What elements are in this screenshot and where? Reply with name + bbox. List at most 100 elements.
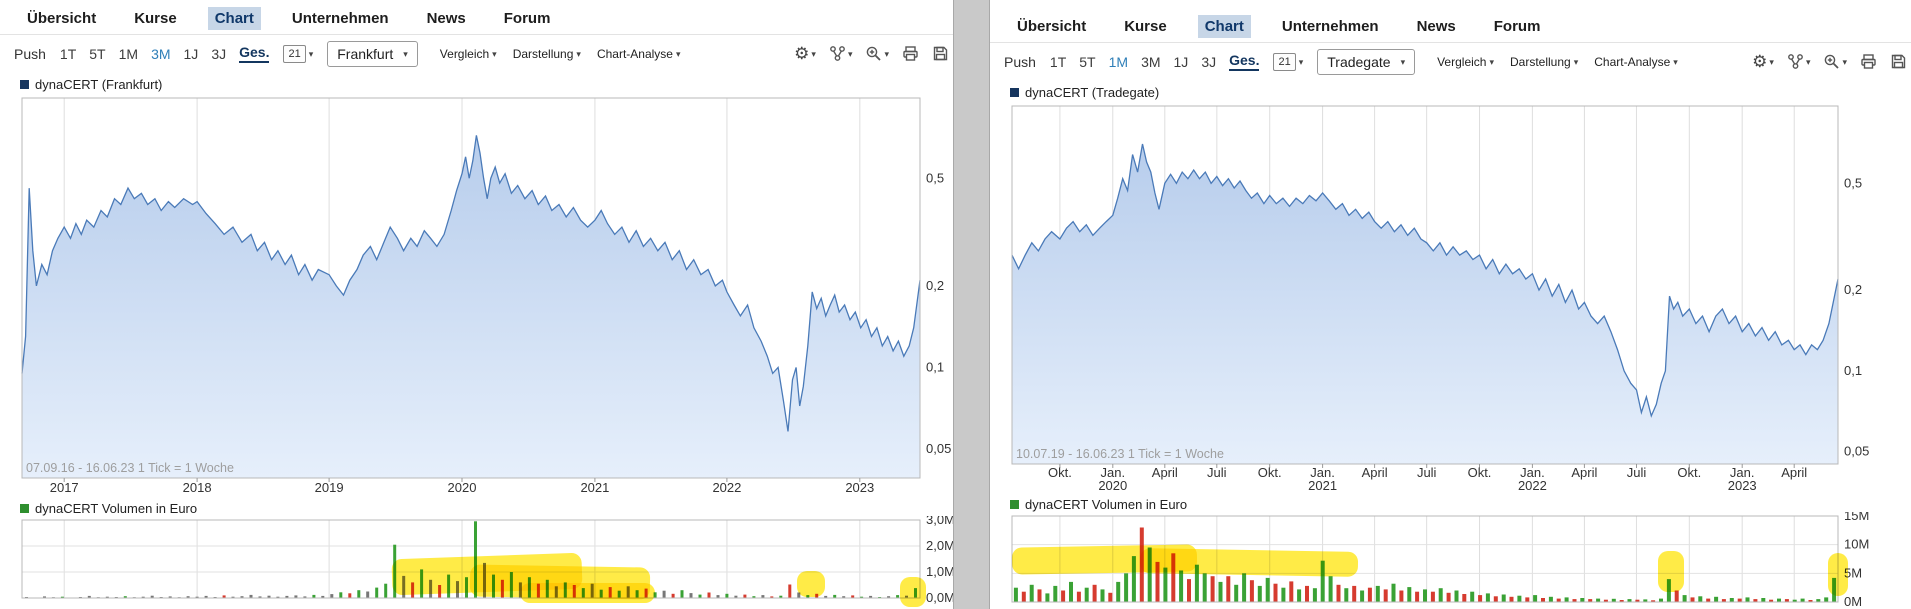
chart-watermark: 07.09.16 - 16.06.23 1 Tick = 1 Woche <box>26 461 234 475</box>
zoom-plus-button[interactable]: ▾ <box>1823 53 1847 70</box>
range-button-5t[interactable]: 5T <box>1079 53 1096 70</box>
volume-chart[interactable]: 3,0M 2,0M 1,0M 0,0M <box>0 516 953 609</box>
indicator-nodes-button[interactable]: ▾ <box>829 45 852 62</box>
settings-gear-button[interactable]: ⚙ ▾ <box>794 45 816 62</box>
range-button-1m[interactable]: 1M <box>118 45 139 62</box>
price-chart-title: dynaCERT (Tradegate) <box>1025 84 1160 100</box>
interval-selector[interactable]: 21 ▾ <box>1273 52 1304 71</box>
chart-panel-frankfurt: Übersicht Kurse Chart Unternehmen News Forum … <box>0 0 953 609</box>
svg-text:2017: 2017 <box>50 480 79 495</box>
menu-label: Vergleich <box>439 46 490 61</box>
range-button-3m[interactable]: 3M <box>151 45 171 62</box>
range-button-ges[interactable]: Ges. <box>239 44 270 63</box>
range-button-1j[interactable]: 1J <box>183 45 199 62</box>
interval-badge: 21 <box>1273 52 1296 71</box>
y-axis-labels: 0,5 0,2 0,1 0,05 <box>1844 175 1869 458</box>
svg-text:0,05: 0,05 <box>926 441 951 456</box>
svg-text:2023: 2023 <box>1728 478 1757 492</box>
print-button[interactable] <box>902 45 919 62</box>
menu-vergleich[interactable]: Vergleich ▾ <box>440 47 497 61</box>
menu-label: Chart-Analyse <box>1594 54 1671 69</box>
volume-chart-legend: dynaCERT Volumen in Euro <box>20 500 953 516</box>
exchange-select[interactable]: Frankfurt ▾ <box>327 40 418 67</box>
range-button-1j[interactable]: 1J <box>1173 53 1189 70</box>
nav-tab-unternehmen[interactable]: Unternehmen <box>1281 18 1379 35</box>
range-button-ges[interactable]: Ges. <box>1229 52 1260 71</box>
svg-text:0,0M: 0,0M <box>926 590 953 605</box>
push-toggle[interactable]: Push <box>14 45 46 62</box>
menu-vergleich[interactable]: Vergleich ▾ <box>1437 55 1494 69</box>
range-button-5t[interactable]: 5T <box>89 45 106 62</box>
menu-chart-analyse[interactable]: Chart-Analyse ▾ <box>1594 55 1678 69</box>
svg-text:2021: 2021 <box>1308 478 1337 492</box>
zoom-plus-icon <box>867 46 882 61</box>
range-button-1t[interactable]: 1T <box>59 45 77 62</box>
menu-darstellung[interactable]: Darstellung ▾ <box>1510 55 1578 69</box>
save-button[interactable] <box>932 45 949 62</box>
nav-tab-uebersicht[interactable]: Übersicht <box>27 10 97 27</box>
svg-text:0,2: 0,2 <box>926 278 944 293</box>
price-chart[interactable]: 07.09.16 - 16.06.23 1 Tick = 1 Woche 0,50… <box>0 92 953 496</box>
svg-text:0,5: 0,5 <box>1844 175 1862 190</box>
svg-text:Okt.: Okt. <box>1468 465 1492 480</box>
chevron-down-icon: ▾ <box>1400 56 1406 67</box>
price-series-area <box>1012 144 1838 464</box>
legend-swatch-price <box>20 79 29 89</box>
chart-toolbar: Push 1T 5T 1M 3M 1J 3J Ges. 21 ▾ Frankfurt ▾ Verglei… <box>0 35 953 72</box>
nav-tab-news[interactable]: News <box>1416 18 1456 35</box>
nav-tab-chart[interactable]: Chart <box>1197 15 1251 38</box>
zoom-plus-button[interactable]: ▾ <box>865 45 889 62</box>
zoom-plus-icon <box>1825 54 1840 69</box>
svg-text:1,0M: 1,0M <box>926 564 953 579</box>
range-button-3m[interactable]: 3M <box>1141 53 1161 70</box>
print-button[interactable] <box>1860 53 1877 70</box>
svg-text:2020: 2020 <box>1098 478 1127 492</box>
volume-chart[interactable]: 15M 10M 5M 0M <box>990 512 1911 609</box>
range-buttons: 1T 5T 1M 3M 1J 3J Ges. <box>60 44 270 63</box>
svg-text:April: April <box>1362 465 1388 480</box>
exchange-select[interactable]: Tradegate ▾ <box>1317 48 1416 75</box>
price-chart-legend: dynaCERT (Frankfurt) <box>20 76 953 92</box>
nav-tab-unternehmen[interactable]: Unternehmen <box>291 10 389 27</box>
price-chart-legend: dynaCERT (Tradegate) <box>1010 84 1911 100</box>
save-button[interactable] <box>1890 53 1907 70</box>
svg-text:2021: 2021 <box>580 480 609 495</box>
nav-tab-kurse[interactable]: Kurse <box>134 10 177 27</box>
chevron-down-icon: ▾ <box>884 48 889 59</box>
price-series-area <box>22 135 920 478</box>
nav-tab-news[interactable]: News <box>426 10 466 27</box>
range-button-3j[interactable]: 3J <box>211 45 227 62</box>
chevron-down-icon: ▾ <box>1673 56 1678 67</box>
menu-darstellung[interactable]: Darstellung ▾ <box>513 47 581 61</box>
menu-label: Chart-Analyse <box>596 46 673 61</box>
chevron-down-icon: ▾ <box>811 48 816 59</box>
svg-text:0,1: 0,1 <box>1844 363 1862 378</box>
nav-tab-forum[interactable]: Forum <box>1493 18 1541 35</box>
y-axis-labels: 0,5 0,2 0,1 0,05 <box>926 170 951 456</box>
svg-text:10M: 10M <box>1844 537 1869 552</box>
dropdown-menus: Vergleich ▾ Darstellung ▾ Chart-Analyse ▾ <box>1437 55 1678 69</box>
menu-chart-analyse[interactable]: Chart-Analyse ▾ <box>597 47 681 61</box>
range-button-3j[interactable]: 3J <box>1201 53 1217 70</box>
chevron-down-icon: ▾ <box>576 48 581 59</box>
chevron-down-icon: ▾ <box>1489 56 1494 67</box>
svg-text:Jan.: Jan. <box>1730 465 1755 480</box>
nav-tab-uebersicht[interactable]: Übersicht <box>1017 18 1087 35</box>
svg-text:April: April <box>1781 465 1807 480</box>
nav-tab-chart[interactable]: Chart <box>207 7 261 30</box>
price-series-line <box>21 135 921 432</box>
chevron-down-icon: ▾ <box>1298 56 1304 67</box>
range-button-1m[interactable]: 1M <box>1108 53 1129 70</box>
svg-text:Jan.: Jan. <box>1310 465 1335 480</box>
nav-tabs: Übersicht Kurse Chart Unternehmen News Forum <box>0 0 953 35</box>
nav-tab-forum[interactable]: Forum <box>503 10 551 27</box>
settings-gear-button[interactable]: ⚙ ▾ <box>1752 53 1774 70</box>
price-chart[interactable]: 10.07.19 - 16.06.23 1 Tick = 1 Woche0,50… <box>990 100 1911 492</box>
interval-selector[interactable]: 21 ▾ <box>283 44 314 63</box>
nav-tab-kurse[interactable]: Kurse <box>1124 18 1167 35</box>
push-toggle[interactable]: Push <box>1004 53 1036 70</box>
x-axis-labels: 2017 2018 2019 2020 2021 2022 2023 <box>50 478 874 495</box>
chevron-down-icon: ▾ <box>308 48 314 59</box>
indicator-nodes-button[interactable]: ▾ <box>1787 53 1810 70</box>
range-button-1t[interactable]: 1T <box>1049 53 1067 70</box>
